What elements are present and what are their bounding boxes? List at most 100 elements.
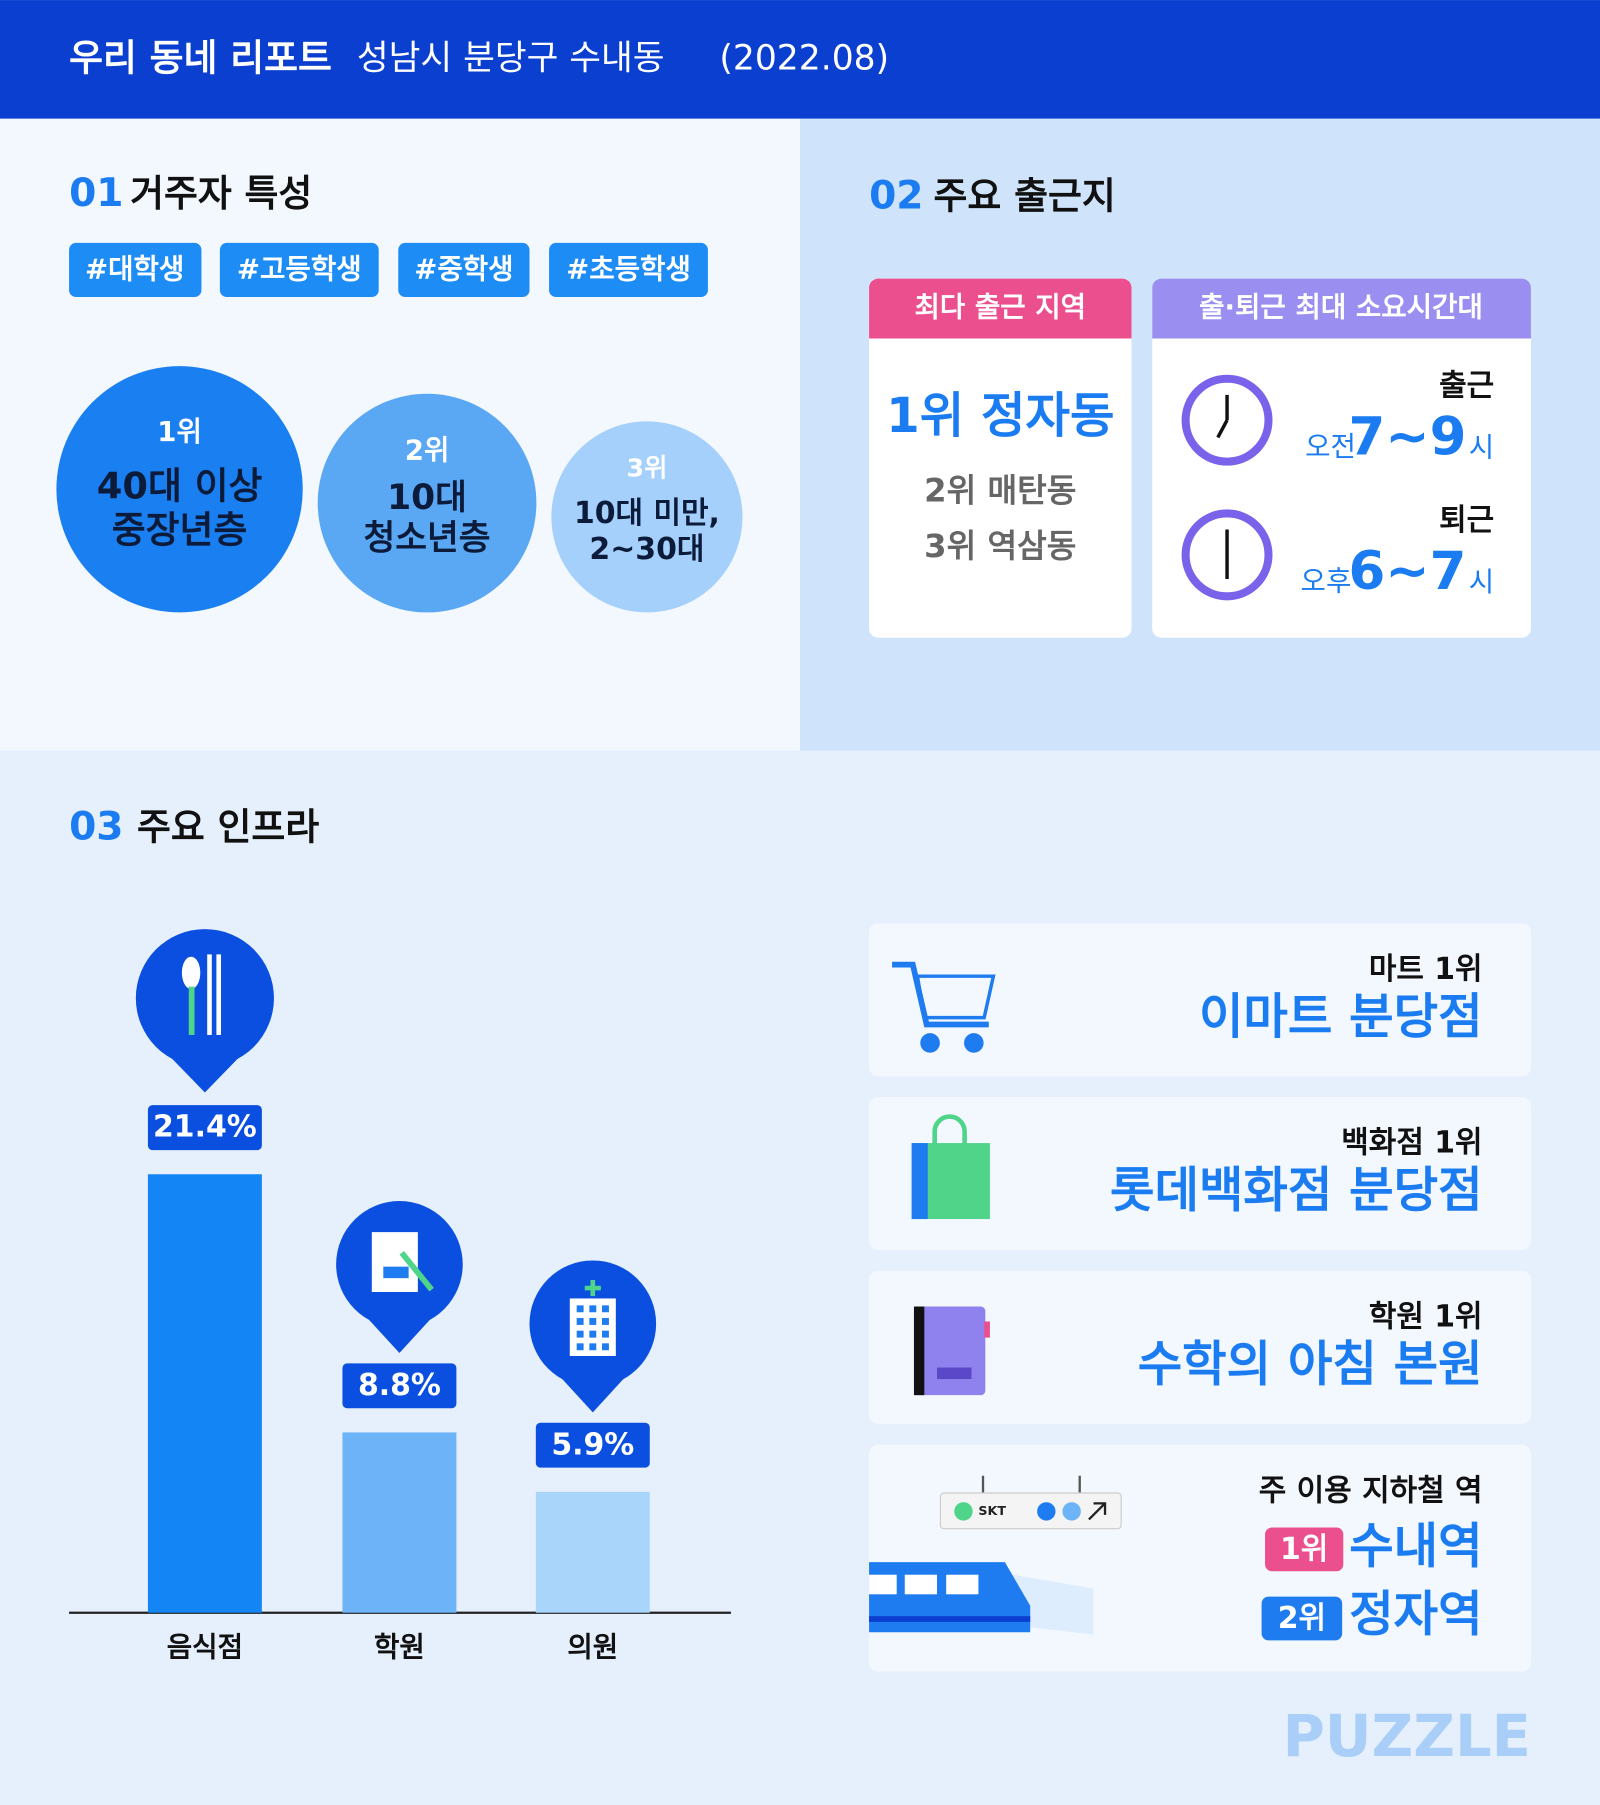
icon bbox=[589, 1330, 597, 1338]
book-icon bbox=[913, 1306, 990, 1396]
icon bbox=[584, 1280, 601, 1297]
value-label-bg bbox=[147, 1105, 262, 1151]
time-unit: 시 bbox=[1469, 431, 1494, 464]
rank-circle bbox=[56, 366, 303, 613]
tag-text: #대학생 bbox=[85, 253, 184, 286]
place-name: 이마트 분당점 bbox=[1199, 989, 1483, 1045]
rank-badge-text: 2위 bbox=[1278, 1601, 1326, 1636]
card bbox=[869, 1270, 1531, 1424]
rank-circle bbox=[551, 421, 743, 613]
category-label: 학원 bbox=[374, 1630, 425, 1663]
time-period: 오후 bbox=[1301, 565, 1352, 598]
rank-line: 40대 이상 bbox=[97, 465, 263, 508]
rank: 3위 bbox=[626, 453, 667, 483]
tag bbox=[549, 242, 708, 298]
tag-text: #중학생 bbox=[414, 253, 513, 286]
section-title: 주요 출근지 bbox=[934, 175, 1116, 218]
icon bbox=[589, 1318, 597, 1325]
rank-line: 10대 bbox=[387, 478, 467, 518]
pin bbox=[135, 929, 274, 1068]
icon bbox=[602, 1343, 609, 1351]
tag bbox=[69, 242, 202, 298]
bar bbox=[147, 1174, 262, 1613]
place-label: 학원 1위 bbox=[1369, 1300, 1483, 1335]
section-number: 02 bbox=[869, 174, 923, 219]
time-period: 오전 bbox=[1305, 430, 1356, 463]
tag bbox=[398, 242, 530, 298]
rank-line: 청소년층 bbox=[364, 518, 491, 558]
icon bbox=[576, 1343, 584, 1351]
icon bbox=[602, 1330, 609, 1338]
rank-badge bbox=[1265, 1527, 1344, 1572]
icon bbox=[589, 1343, 597, 1351]
cart-icon bbox=[892, 961, 996, 1053]
clock bbox=[1181, 374, 1273, 601]
time-label: 퇴근 bbox=[1439, 503, 1494, 538]
icon bbox=[383, 1266, 409, 1279]
icon bbox=[589, 1305, 597, 1313]
station-name: 수내역 bbox=[1349, 1518, 1482, 1574]
time-unit: 시 bbox=[1469, 566, 1494, 599]
card bbox=[1152, 278, 1531, 638]
place-label: 백화점 1위 bbox=[1341, 1126, 1482, 1161]
bar bbox=[342, 1432, 457, 1613]
icon bbox=[399, 1251, 434, 1292]
card-header bbox=[869, 278, 1132, 339]
value-label-bg bbox=[535, 1422, 650, 1468]
place-cards: 마트 1위 이마트 분당점 백화점 1위 롯데백화점 분당점 학원 1위 수학의… bbox=[869, 923, 1531, 1672]
bar-chart: 21.4% 음식점 8.8% 학원 5.9% 의원 bbox=[69, 929, 731, 1663]
header-location: 성남시 분당구 수내동 bbox=[357, 38, 665, 78]
rank-line: 2~30대 bbox=[589, 532, 704, 567]
value-label: 5.9% bbox=[551, 1427, 634, 1462]
icon bbox=[181, 956, 201, 989]
value-label: 21.4% bbox=[153, 1110, 257, 1145]
tag bbox=[219, 242, 379, 298]
icon bbox=[602, 1318, 609, 1325]
tags: #대학생 #고등학생 #중학생 #초등학생 bbox=[69, 242, 708, 298]
category-label: 의원 bbox=[567, 1630, 618, 1663]
subway-label: 주 이용 지하철 역 bbox=[1259, 1473, 1483, 1508]
time-label: 출근 bbox=[1439, 368, 1494, 403]
value-label: 8.8% bbox=[358, 1368, 441, 1403]
area: 2위 매탄동 bbox=[924, 472, 1076, 510]
icon bbox=[207, 954, 212, 1035]
time-range: 7~9 bbox=[1348, 406, 1466, 467]
card bbox=[869, 278, 1132, 638]
card bbox=[869, 923, 1531, 1077]
time-range: 6~7 bbox=[1348, 541, 1466, 602]
brand: PUZZLE bbox=[1283, 1703, 1531, 1770]
tag-text: #고등학생 bbox=[237, 253, 362, 286]
card-header bbox=[1152, 278, 1531, 339]
icon bbox=[576, 1305, 584, 1313]
card-header-text: 최다 출근 지역 bbox=[914, 291, 1086, 324]
icon bbox=[188, 986, 195, 1035]
icon bbox=[216, 954, 222, 1035]
place-name: 수학의 아침 본원 bbox=[1138, 1337, 1483, 1393]
icon bbox=[602, 1305, 609, 1313]
tag-text: #초등학생 bbox=[566, 253, 691, 286]
section-number: 03 bbox=[69, 804, 123, 849]
value-label-bg bbox=[342, 1363, 457, 1409]
rank-circle bbox=[317, 393, 537, 613]
bar bbox=[535, 1491, 650, 1613]
rank-badge-text: 1위 bbox=[1280, 1532, 1328, 1567]
header-date: (2022.08) bbox=[719, 38, 889, 78]
area: 3위 역삼동 bbox=[924, 527, 1076, 565]
place-label: 마트 1위 bbox=[1369, 952, 1483, 987]
card bbox=[869, 1097, 1531, 1251]
icon bbox=[576, 1330, 584, 1338]
category-label: 음식점 bbox=[167, 1630, 243, 1663]
card-header-text: 출·퇴근 최대 소요시간대 bbox=[1199, 291, 1483, 324]
place-name: 롯데백화점 분당점 bbox=[1110, 1163, 1483, 1219]
station-name: 정자역 bbox=[1349, 1586, 1482, 1642]
section-title: 주요 인프라 bbox=[137, 805, 319, 848]
header-title: 우리 동네 리포트 bbox=[69, 36, 332, 79]
section-title: 거주자 특성 bbox=[130, 172, 312, 215]
rank-line: 중장년층 bbox=[112, 508, 248, 551]
rank: 2위 bbox=[405, 433, 450, 466]
rank-line: 10대 미만, bbox=[574, 496, 720, 531]
sign-text: SKT bbox=[978, 1503, 1006, 1518]
rank: 1위 bbox=[157, 415, 202, 448]
